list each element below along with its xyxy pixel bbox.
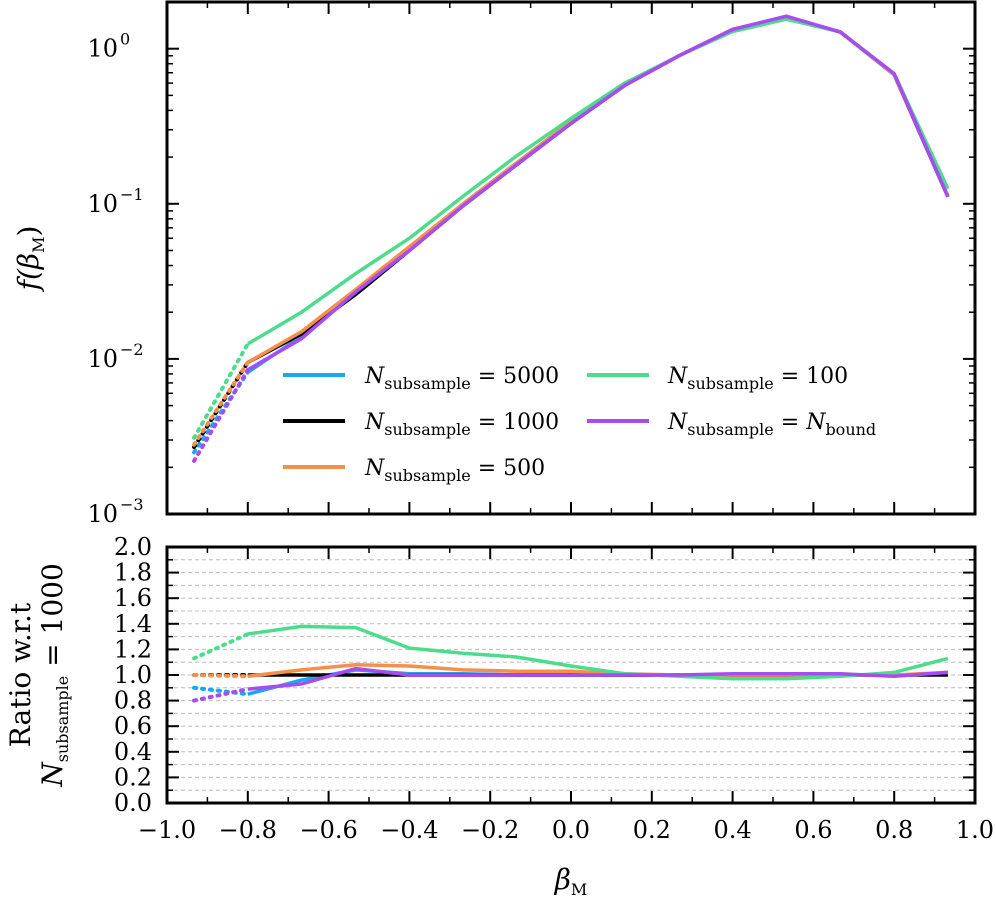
series-line-n-subsample-100: [247, 624, 949, 681]
x-tick-label: 0.8: [875, 816, 913, 844]
series-dotted-segment-n-subsample-n-bound: [192, 687, 250, 703]
y-tick-exponent: −1: [120, 185, 144, 204]
series-dotted-segment-n-subsample-n-bound: [192, 367, 250, 463]
series-line-n-subsample-500: [246, 15, 950, 364]
legend-label-nbound-eq: =: [774, 410, 806, 435]
y-tick-base: 10: [87, 500, 118, 528]
bottom-y-tick-labels: 0.00.20.40.60.81.01.21.41.61.82.0: [114, 533, 152, 817]
top-y-tick-label: 10 −1: [87, 185, 143, 218]
bottom-y-tick-label: 0.4: [114, 738, 152, 766]
bottom-y-axis-title-line2-eq: = 1000: [36, 563, 69, 676]
legend-label-5000-main: N: [364, 364, 385, 389]
bottom-axis-ticks: [166, 546, 976, 804]
legend-label-500-main: N: [364, 456, 385, 481]
legend-label-nbound-sub: subsample: [687, 420, 774, 439]
y-tick-exponent: −2: [120, 340, 144, 359]
x-tick-label: −1.0: [138, 816, 196, 844]
legend: Nsubsample = 5000 Nsubsample = 1000 Nsub…: [283, 364, 876, 485]
series-line-n-subsample-n-bound: [247, 666, 949, 691]
legend-label-nbound-sub2: bound: [825, 420, 876, 439]
x-tick-label: 0.2: [633, 816, 671, 844]
x-tick-label: −0.6: [299, 816, 357, 844]
legend-label-100-eq: = 100: [774, 364, 848, 389]
bottom-y-tick-label: 1.6: [114, 584, 152, 612]
y-tick-base: 10: [87, 345, 118, 373]
y-tick-exponent: 0: [120, 30, 130, 49]
bottom-y-axis-title-line2-main: N: [36, 761, 69, 788]
y-tick-base: 10: [87, 35, 118, 63]
bottom-panel: 0.00.20.40.60.81.01.21.41.61.82.0 −1.0 −0…: [4, 533, 994, 899]
top-y-axis-title-symbol: β: [12, 253, 45, 270]
bottom-y-axis-title-line2: Nsubsample = 1000: [36, 563, 72, 788]
bottom-x-axis-title-sub: M: [571, 880, 587, 899]
legend-label-100: Nsubsample = 100: [667, 364, 848, 393]
series-dotted-segment-n-subsample-500: [192, 673, 250, 679]
legend-label-500: Nsubsample = 500: [364, 456, 545, 485]
bottom-y-tick-label: 1.4: [114, 610, 152, 638]
top-y-axis-title-close: ): [12, 226, 45, 237]
x-tick-label: 0.4: [714, 816, 752, 844]
legend-label-100-sub: subsample: [687, 374, 774, 393]
legend-label-5000-sub: subsample: [384, 374, 471, 393]
top-y-tick-label: 10 −2: [87, 340, 143, 373]
top-plot-frame: [165, 0, 977, 516]
bottom-series-lines: [192, 624, 949, 703]
y-tick-base: 10: [87, 190, 118, 218]
bottom-y-tick-label: 0.2: [114, 763, 152, 791]
series-dotted-segment-n-subsample-100: [192, 341, 250, 440]
legend-label-5000-eq: = 5000: [471, 364, 559, 389]
series-dotted-segment-n-subsample-5000: [192, 685, 250, 697]
series-dotted-segment-n-subsample-500: [192, 360, 250, 447]
top-series-lines: [192, 14, 950, 463]
legend-label-nbound-main: N: [667, 410, 688, 435]
bottom-y-axis-title-line1: Ratio w.r.t: [4, 602, 37, 747]
bottom-y-tick-label: 0.0: [114, 789, 152, 817]
bottom-x-tick-labels: −1.0 −0.8 −0.6 −0.4 −0.2 0.0 0.2 0.4 0.6 0.8 1.0: [138, 816, 994, 844]
x-tick-label: 0.0: [552, 816, 590, 844]
bottom-y-axis-title-line2-sub: subsample: [53, 676, 72, 763]
bottom-y-tick-label: 0.8: [114, 687, 152, 715]
bottom-y-tick-label: 1.2: [114, 635, 152, 663]
x-tick-label: 1.0: [956, 816, 994, 844]
legend-label-1000: Nsubsample = 1000: [364, 410, 559, 439]
legend-label-1000-sub: subsample: [384, 420, 471, 439]
series-line-n-subsample-5000: [246, 15, 950, 374]
bottom-y-tick-label: 2.0: [114, 533, 152, 561]
bottom-x-axis-title: βM: [554, 863, 588, 899]
bottom-plot-frame: [165, 545, 977, 805]
top-y-axis-title: f(βM): [12, 226, 48, 293]
legend-label-1000-eq: = 1000: [471, 410, 559, 435]
bottom-y-tick-label: 1.8: [114, 559, 152, 587]
top-y-axis-title-sub: M: [29, 237, 48, 253]
legend-label-1000-main: N: [364, 410, 385, 435]
x-tick-label: −0.4: [380, 816, 438, 844]
bottom-y-tick-label: 1.0: [114, 661, 152, 689]
top-y-tick-label: 10 0: [87, 30, 130, 63]
top-y-tick-label: 10 −3: [87, 495, 143, 528]
legend-label-nbound: Nsubsample = Nbound: [667, 410, 876, 439]
x-tick-label: −0.2: [461, 816, 519, 844]
x-tick-label: −0.8: [219, 816, 277, 844]
bottom-y-tick-label: 0.6: [114, 712, 152, 740]
series-line-n-subsample-1000: [246, 15, 950, 364]
legend-label-100-main: N: [667, 364, 688, 389]
series-dotted-segment-n-subsample-100: [192, 632, 250, 661]
top-y-axis-title-main: f(: [12, 268, 45, 292]
x-tick-label: 0.6: [794, 816, 832, 844]
bottom-x-axis-title-symbol: β: [554, 863, 571, 896]
y-tick-exponent: −3: [120, 495, 144, 514]
legend-label-nbound-main2: N: [805, 410, 826, 435]
legend-label-500-eq: = 500: [471, 456, 545, 481]
legend-label-5000: Nsubsample = 5000: [364, 364, 559, 393]
legend-label-500-sub: subsample: [384, 466, 471, 485]
series-line-n-subsample-n-bound: [246, 14, 950, 372]
